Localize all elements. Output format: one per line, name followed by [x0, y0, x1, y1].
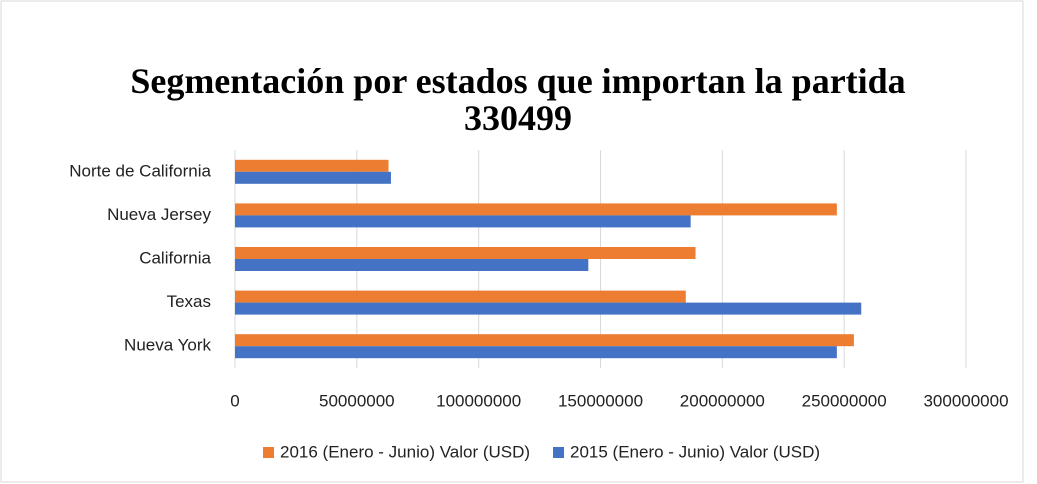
y-tick-label: Nueva York [124, 336, 211, 355]
y-tick-label: California [139, 248, 211, 267]
bar [235, 247, 696, 259]
chart-title: Segmentación por estados que importan la… [130, 61, 905, 138]
y-tick-label: Texas [167, 292, 211, 311]
legend-swatch [553, 447, 564, 458]
y-tick-label: Norte de California [69, 161, 211, 180]
x-tick-label: 200000000 [680, 391, 765, 410]
x-tick-label: 50000000 [319, 391, 395, 410]
legend-swatch [263, 447, 274, 458]
bar [235, 290, 686, 303]
x-tick-label: 150000000 [558, 391, 643, 410]
bar [235, 215, 691, 228]
x-tick-label: 300000000 [923, 391, 1008, 410]
y-tick-label: Nueva Jersey [107, 205, 211, 224]
legend-label: 2015 (Enero - Junio) Valor (USD) [570, 442, 820, 461]
bar [235, 171, 391, 184]
bar [235, 259, 589, 271]
bar [235, 203, 837, 216]
x-tick-label: 100000000 [436, 391, 521, 410]
bar [235, 302, 862, 315]
x-tick-label: 0 [230, 391, 239, 410]
bar [235, 334, 854, 347]
x-tick-label: 250000000 [802, 391, 887, 410]
bar [235, 159, 389, 172]
bar [235, 346, 837, 359]
legend-label: 2016 (Enero - Junio) Valor (USD) [280, 442, 530, 461]
